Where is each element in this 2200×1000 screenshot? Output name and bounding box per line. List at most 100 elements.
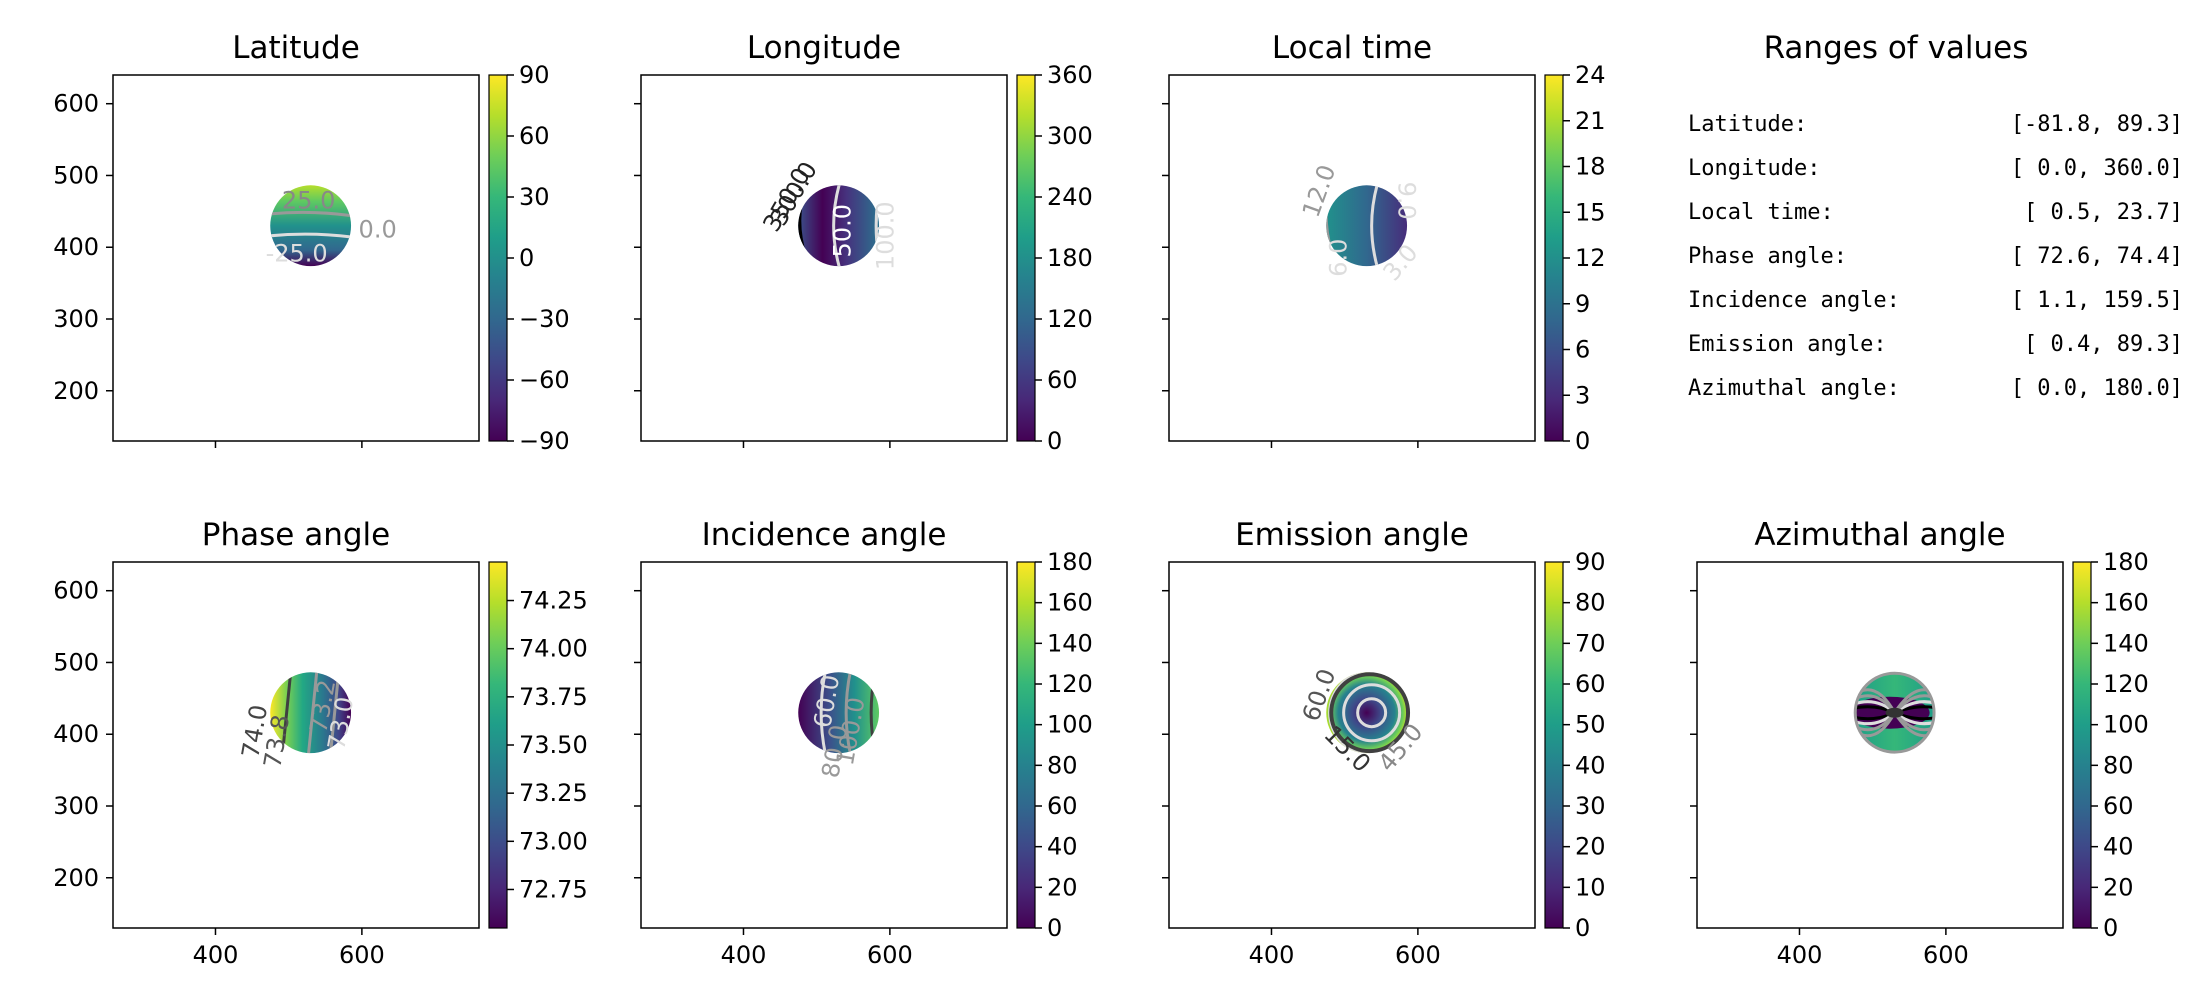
colorbar-tick-label: 50 (1575, 711, 1606, 739)
contour-line (844, 672, 856, 754)
plot-frame (1168, 74, 1536, 442)
colorbar-tick-label: 9 (1575, 290, 1590, 318)
planet-disk (798, 185, 880, 267)
colorbar-tick-label: 300 (1047, 122, 1093, 150)
range-row-value: [ 0.0, 360.0] (2011, 156, 2183, 181)
contour-line (241, 269, 381, 276)
colorbar-tick-label: 60 (1047, 366, 1078, 394)
colorbar-tick-label: 160 (1047, 589, 1093, 617)
colorbar-tick-label: 30 (519, 183, 550, 211)
colorbar-tick-label: 100 (1047, 711, 1093, 739)
contour-label: 25.0 (282, 187, 335, 215)
colorbar-tick-label: 40 (2103, 833, 2134, 861)
y-tick-label: 600 (53, 90, 99, 118)
y-tick-label: 400 (53, 233, 99, 261)
colorbar-tick-label: 140 (2103, 629, 2149, 657)
plot-frame (640, 74, 1008, 442)
range-row-label: Emission angle: (1688, 332, 1887, 357)
x-tick-label: 600 (1923, 941, 1969, 969)
ranges-panel: Ranges of values Latitude: [-81.8, 89.3] Lo… (1688, 30, 2183, 401)
y-tick-label: 400 (53, 720, 99, 748)
colorbar-tick-label: 3 (1575, 381, 1590, 409)
colorbar-tick-label: 360 (1047, 61, 1093, 89)
colorbar (1544, 561, 1564, 929)
colorbar-tick-label: 0 (1575, 427, 1590, 455)
contour-line (270, 210, 352, 223)
colorbar-tick-label: 21 (1575, 107, 1606, 135)
colorbar-tick-label: 80 (2103, 751, 2134, 779)
y-tick-label: 600 (53, 577, 99, 605)
contour-ring (1356, 697, 1388, 729)
contour-label: 0.0 (359, 216, 397, 244)
contour-ring (1329, 672, 1411, 754)
range-row-label: Azimuthal angle: (1688, 376, 1900, 401)
range-row-value: [-81.8, 89.3] (2011, 112, 2183, 137)
panel-title: Local time (1272, 30, 1432, 66)
x-tick-label: 400 (1249, 941, 1295, 969)
range-row-label: Local time: (1688, 200, 1834, 225)
ranges-title: Ranges of values (1764, 30, 2029, 66)
contour-line (819, 672, 831, 754)
range-row-label: Incidence angle: (1688, 288, 1900, 313)
colorbar-tick-label: 100 (2103, 711, 2149, 739)
colorbar (1016, 561, 1036, 929)
contour-line (1370, 185, 1384, 267)
colorbar (1544, 74, 1564, 442)
contour-label: 100.0 (872, 201, 900, 270)
colorbar-tick-label: 6 (1575, 336, 1590, 364)
panel-title: Azimuthal angle (1754, 517, 2005, 553)
x-tick-label: 400 (721, 941, 767, 969)
contour-label: -25.0 (266, 240, 328, 268)
range-row-value: [ 1.1, 159.5] (2011, 288, 2183, 313)
colorbar-tick-label: 74.25 (519, 587, 588, 615)
x-tick-label: 400 (193, 941, 239, 969)
planet-disk (798, 672, 880, 754)
colorbar-tick-label: 60 (2103, 792, 2134, 820)
colorbar-tick-label: 15 (1575, 198, 1606, 226)
colorbar-tick-label: 70 (1575, 629, 1606, 657)
colorbar-tick-label: 120 (2103, 670, 2149, 698)
colorbar-tick-label: 60 (1047, 792, 1078, 820)
colorbar-tick-label: 60 (1575, 670, 1606, 698)
contour-line (874, 185, 880, 267)
colorbar-tick-label: 73.00 (519, 827, 588, 855)
plot-frame (112, 74, 480, 442)
range-row-value: [ 0.5, 23.7] (2024, 200, 2183, 225)
contour-group (798, 185, 880, 267)
range-row-label: Latitude: (1688, 112, 1807, 137)
range-row-value: [ 72.6, 74.4] (2011, 244, 2183, 269)
contour-center (1885, 707, 1904, 718)
x-tick-label: 400 (1777, 941, 1823, 969)
colorbar-tick-label: 0 (519, 244, 534, 272)
contour-group (784, 672, 880, 754)
contour-line (784, 673, 797, 753)
range-row-value: [ 0.4, 89.3] (2024, 332, 2183, 357)
colorbar-tick-label: 0 (1047, 427, 1062, 455)
colorbar-tick-label: 74.00 (519, 635, 588, 663)
contour-line (270, 232, 352, 244)
plot-frame (1696, 561, 2064, 929)
colorbar-tick-label: 10 (1575, 873, 1606, 901)
y-tick-label: 500 (53, 161, 99, 189)
plot-frame (112, 561, 480, 929)
x-tick-label: 600 (339, 941, 385, 969)
contour-line (1326, 185, 1344, 267)
range-row-label: Longitude: (1688, 156, 1820, 181)
colorbar-tick-label: 20 (1047, 873, 1078, 901)
colorbar-tick-label: 60 (519, 122, 550, 150)
panel-title: Incidence angle (702, 517, 947, 553)
contour-group (1326, 185, 1408, 267)
contour-label: 9.0 (1393, 182, 1421, 220)
colorbar-tick-label: 24 (1575, 61, 1606, 89)
contour-line (869, 672, 880, 754)
colorbar (2072, 561, 2092, 929)
colorbar-tick-label: 0 (1575, 914, 1590, 942)
colorbar-tick-label: 80 (1575, 589, 1606, 617)
colorbar-tick-label: 0 (1047, 914, 1062, 942)
y-tick-label: 200 (53, 377, 99, 405)
